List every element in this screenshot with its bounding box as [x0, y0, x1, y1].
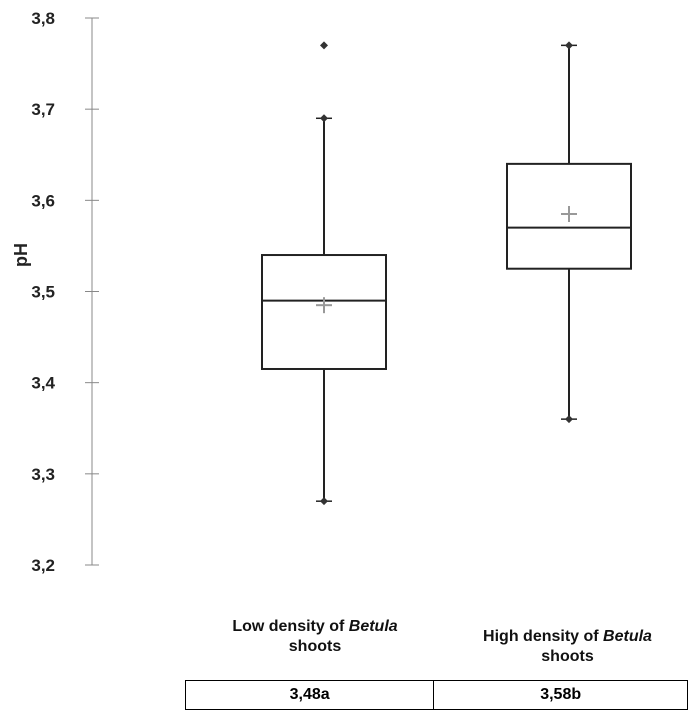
whisker-high-marker [320, 114, 328, 123]
box-1 [506, 41, 632, 424]
summary-cell-low-density: 3,48a [184, 680, 435, 710]
summary-cell-high-density: 3,58b [433, 680, 688, 710]
y-tick-label: 3,6 [31, 191, 55, 210]
category-label-low-density: Low density of Betula shoots [232, 618, 398, 655]
y-axis-title: pH [11, 243, 31, 267]
y-tick-label: 3,4 [31, 374, 55, 393]
y-tick-label: 3,8 [31, 9, 55, 28]
box-0 [261, 41, 387, 506]
y-tick-label: 3,5 [31, 283, 55, 302]
whisker-low-marker [320, 497, 328, 506]
y-axis: 3,2 3,3 3,4 3,5 3,6 3,7 3,8 [31, 9, 99, 575]
outlier-point [320, 41, 328, 50]
boxes [261, 41, 632, 506]
y-tick-label: 3,2 [31, 556, 55, 575]
y-tick-label: 3,3 [31, 465, 55, 484]
summary-row: 3,48a 3,58b [184, 680, 688, 710]
summary-table: 3,48a 3,58b [184, 680, 688, 710]
whisker-high-marker [565, 41, 573, 50]
whisker-low-marker [565, 415, 573, 424]
boxplot-chart: 3,2 3,3 3,4 3,5 3,6 3,7 3,8 pH [11, 9, 632, 575]
category-label-high-density: High density of Betula shoots [483, 628, 652, 665]
y-tick-label: 3,7 [31, 100, 55, 119]
